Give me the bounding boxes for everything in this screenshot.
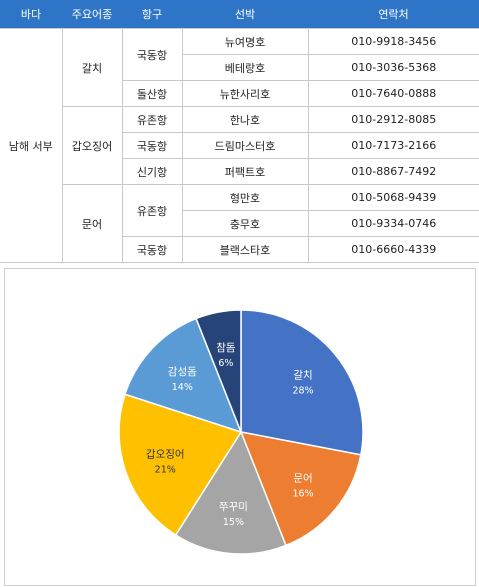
phone-cell: 010-9334-0746 <box>307 210 479 237</box>
phone-cell: 010-7173-2166 <box>307 132 479 159</box>
header-species: 주요어종 <box>62 0 122 29</box>
table-row: 국동항 블랙스타호 010-6660-4339 <box>0 236 479 263</box>
port-cell: 유존항 <box>121 184 183 237</box>
table-row: 돌산항 뉴한사리호 010-7640-0888 <box>0 80 479 107</box>
port-cell: 신기항 <box>122 158 183 185</box>
slice-percent-5: 6% <box>218 358 233 369</box>
table-header-row: 바다 주요어종 항구 선박 연락처 <box>0 0 479 29</box>
slice-label-1: 문어 <box>293 472 312 484</box>
table-row: 문어 유존항 형만호 010-5068-9439 <box>0 184 479 263</box>
header-port: 항구 <box>122 0 182 29</box>
catch-share-pie-chart: 갈치 28% 문어 16% 쭈꾸미 15% 갑오징어 21% 감성돔 14% 참돔 6% <box>4 268 476 586</box>
ship-cell: 드림마스터호 <box>181 132 309 159</box>
phone-cell: 010-9918-3456 <box>307 28 479 55</box>
table-row: 남해 서부 갈치 국동항 뉴여명호 010-9918-3456 <box>0 28 479 263</box>
phone-cell: 010-3036-5368 <box>307 54 479 81</box>
slice-percent-2: 15% <box>223 517 244 528</box>
ship-cell: 충무호 <box>182 210 309 237</box>
ship-cell: 블랙스타호 <box>181 236 309 263</box>
species-cell: 갈치 <box>61 28 123 107</box>
slice-percent-4: 14% <box>172 382 193 393</box>
phone-cell: 010-2912-8085 <box>307 106 479 133</box>
pie-slice-5 <box>195 309 242 433</box>
port-cell: 국동항 <box>122 132 183 159</box>
table-row: 베테랑호 010-3036-5368 <box>0 54 479 81</box>
slice-percent-0: 28% <box>292 386 313 397</box>
phone-cell: 010-6660-4339 <box>307 236 479 263</box>
header-ship: 선박 <box>182 0 308 29</box>
slice-label-2: 쭈꾸미 <box>219 501 248 513</box>
sea-cell: 남해 서부 <box>0 28 63 263</box>
slice-percent-1: 16% <box>292 488 313 499</box>
pie-slice-3 <box>118 393 243 537</box>
phone-cell: 010-8867-7492 <box>307 158 479 185</box>
ship-cell: 뉴여명호 <box>181 28 309 55</box>
port-cell: 국동항 <box>122 236 183 263</box>
slice-label-3: 갑오징어 <box>146 448 185 460</box>
slice-label-5: 참돔 <box>216 342 236 354</box>
slice-percent-3: 21% <box>155 464 176 475</box>
ship-cell: 퍼팩트호 <box>181 158 309 185</box>
port-cell: 유존항 <box>121 106 183 133</box>
slice-label-0: 갈치 <box>293 369 312 382</box>
species-cell: 갑오징어 <box>62 106 123 185</box>
ship-cell: 한나호 <box>181 106 309 133</box>
slice-label-4: 감성돔 <box>168 366 197 378</box>
port-cell: 국동항 <box>121 28 183 81</box>
header-sea: 바다 <box>0 0 62 29</box>
phone-cell: 010-7640-0888 <box>307 80 479 107</box>
pie-chart-canvas: 갈치 28% 문어 16% 쭈꾸미 15% 갑오징어 21% 감성돔 14% 참돔 6% <box>118 309 364 555</box>
header-contact: 연락처 <box>308 0 479 29</box>
ship-cell: 형만호 <box>181 184 309 211</box>
ship-cell: 베테랑호 <box>182 54 309 81</box>
fishing-boat-table: 바다 주요어종 항구 선박 연락처 남해 서부 갈치 국동항 뉴여명호 010-… <box>0 0 479 263</box>
ship-cell: 뉴한사리호 <box>181 80 309 107</box>
species-cell: 문어 <box>62 184 123 263</box>
pie-slice-1 <box>239 431 362 547</box>
pie-slice-2 <box>174 430 287 555</box>
pie-slice-0 <box>240 309 364 456</box>
phone-cell: 010-5068-9439 <box>307 184 479 211</box>
port-cell: 돌산항 <box>122 80 183 107</box>
pie-slice-4 <box>124 317 243 434</box>
table-row: 갑오징어 유존항 한나호 010-2912-8085 <box>0 106 479 185</box>
